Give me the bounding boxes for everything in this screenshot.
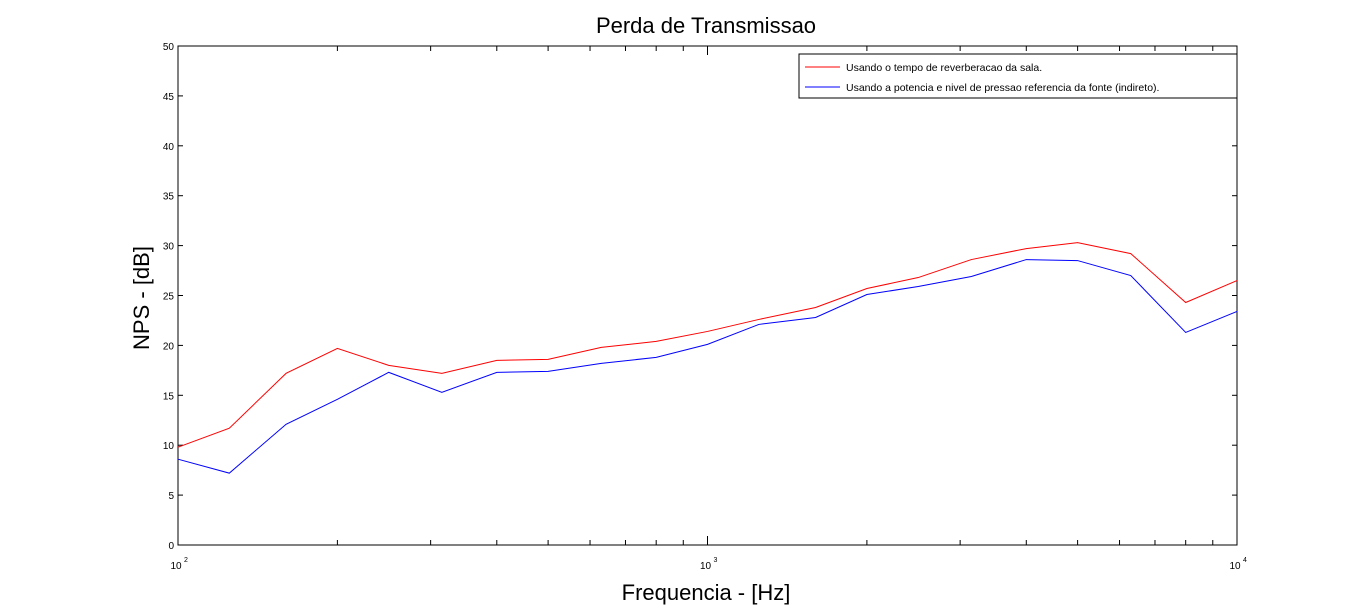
x-tick-exponent: 3 (714, 557, 718, 564)
series-line-1 (177, 242, 1238, 448)
plot-area (177, 45, 1238, 546)
legend-entry-2: Usando a potencia e nivel de pressao ref… (846, 82, 1159, 94)
y-tick-label: 0 (168, 541, 174, 552)
x-axis-title: Frequencia - [Hz] (622, 580, 791, 605)
series-lines (177, 242, 1238, 474)
x-tick-base: 10 (700, 561, 712, 572)
y-axis-title: NPS - [dB] (129, 246, 154, 350)
series-line-2 (177, 259, 1238, 474)
legend-entry-1: Usando o tempo de reverberacao da sala. (846, 62, 1042, 74)
x-tick-label: 103 (700, 557, 718, 572)
x-tick-base: 10 (170, 561, 182, 572)
x-tick-label: 102 (170, 557, 188, 572)
x-tick-exponent: 2 (184, 557, 188, 564)
legend: Usando o tempo de reverberacao da sala. U… (798, 53, 1238, 99)
chart-title: Perda de Transmissao (596, 13, 816, 38)
y-tick-label: 25 (163, 292, 175, 303)
y-tick-label: 20 (163, 341, 175, 352)
x-tick-exponent: 4 (1243, 557, 1247, 564)
y-tick-label: 50 (163, 42, 175, 53)
y-tick-label: 30 (163, 242, 175, 253)
y-tick-label: 45 (163, 92, 175, 103)
legend-box (798, 53, 1238, 99)
y-tick-label: 15 (163, 391, 175, 402)
y-tick-label: 35 (163, 192, 175, 203)
y-tick-label: 10 (163, 441, 175, 452)
x-tick-base: 10 (1229, 561, 1241, 572)
y-tick-label: 40 (163, 142, 175, 153)
x-tick-label: 104 (1229, 557, 1247, 572)
y-tick-label: 5 (168, 491, 174, 502)
